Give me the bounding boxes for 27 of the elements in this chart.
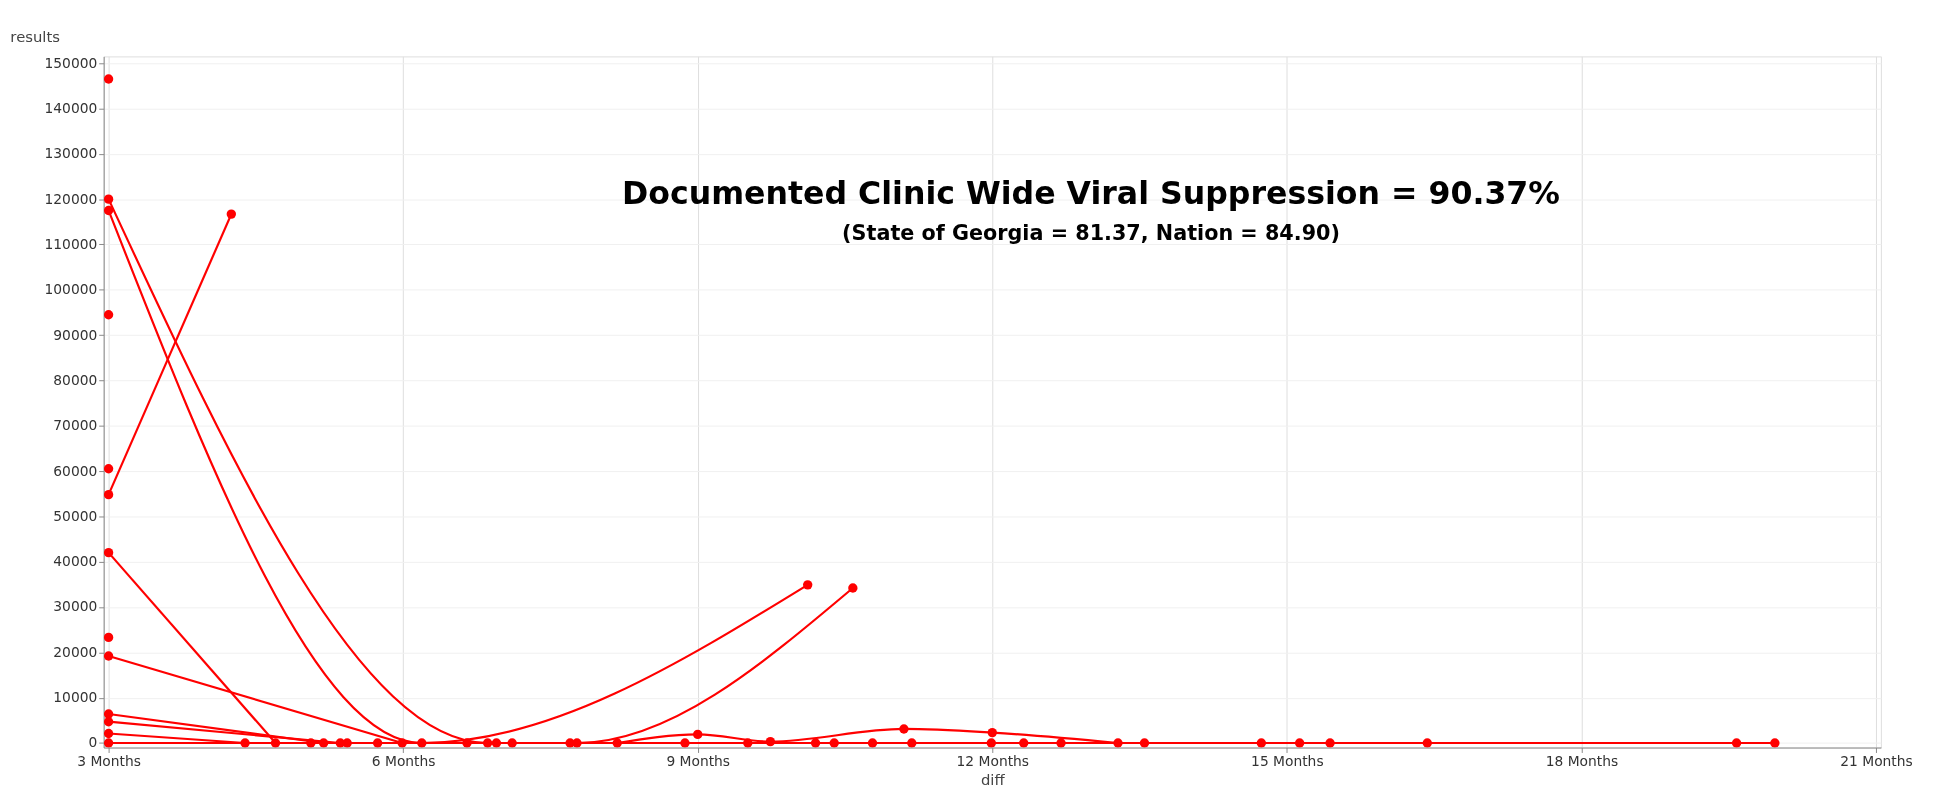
x-tick-label: 12 Months bbox=[956, 752, 1030, 769]
y-tick-label: 20000 bbox=[53, 643, 98, 660]
y-tick-label: 120000 bbox=[44, 190, 98, 207]
x-tick-label: 15 Months bbox=[1251, 752, 1324, 769]
y-tick-label: 70000 bbox=[53, 417, 98, 434]
y-tick-label: 130000 bbox=[44, 145, 98, 162]
x-tick-label: 6 Months bbox=[371, 752, 436, 769]
y-tick-label: 80000 bbox=[53, 371, 98, 388]
y-tick-label: 140000 bbox=[44, 99, 98, 116]
x-axis-title: diff bbox=[980, 770, 1006, 788]
y-tick-label: 50000 bbox=[53, 507, 98, 524]
y-tick-label: 60000 bbox=[53, 462, 98, 479]
y-tick-label: 90000 bbox=[53, 326, 98, 343]
y-tick-label: 40000 bbox=[53, 553, 98, 570]
y-tick-label: 100000 bbox=[44, 281, 98, 298]
y-tick-label: 30000 bbox=[53, 598, 98, 615]
y-tick-label: 0 bbox=[88, 734, 98, 751]
x-tick-label: 21 Months bbox=[1840, 752, 1913, 769]
y-axis-title: results bbox=[10, 28, 60, 46]
x-tick-label: 9 Months bbox=[666, 752, 731, 769]
y-tick-label: 150000 bbox=[44, 54, 98, 71]
text: Documented Clinic Wide Viral Suppression = 90.37% bbox=[622, 175, 1560, 212]
text: (State of Georgia = 81.37, Nation = 84.90) bbox=[842, 221, 1340, 246]
y-tick-label: 110000 bbox=[44, 235, 98, 252]
x-tick-label: 18 Months bbox=[1545, 752, 1619, 769]
y-tick-label: 10000 bbox=[53, 689, 98, 706]
x-tick-label: 3 Months bbox=[77, 752, 141, 769]
